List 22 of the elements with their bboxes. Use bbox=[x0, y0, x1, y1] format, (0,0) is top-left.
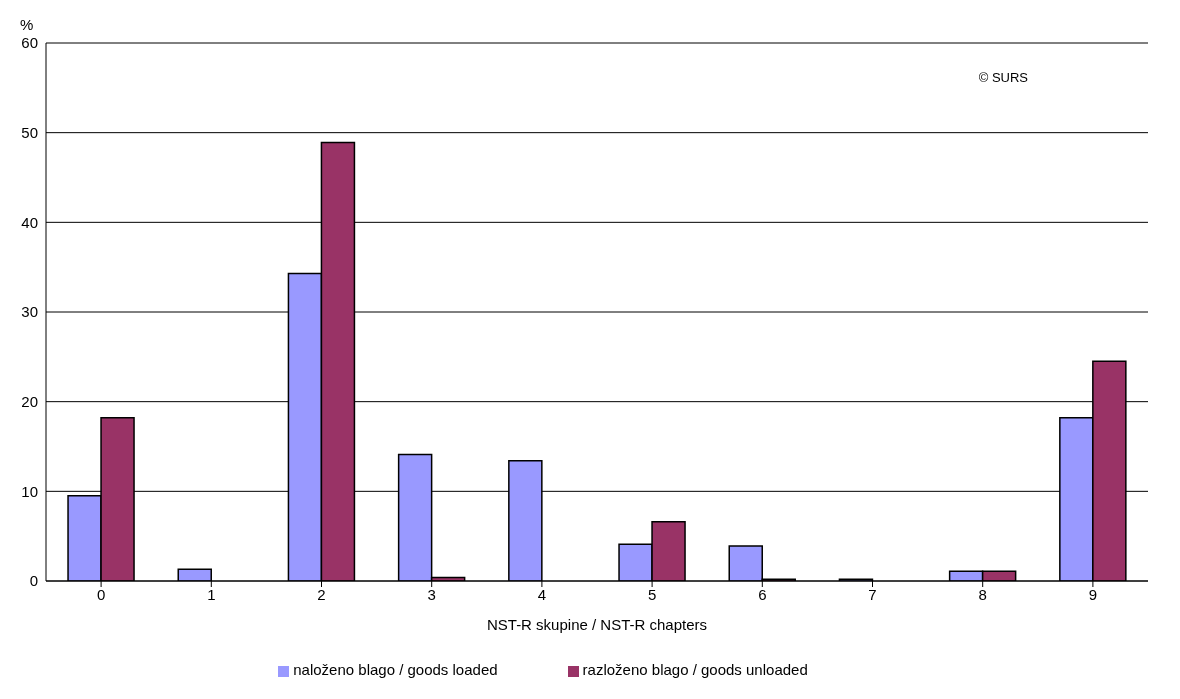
legend-label: naloženo blago / goods loaded bbox=[293, 661, 498, 678]
x-tick-label: 9 bbox=[1088, 585, 1098, 603]
y-tick-label: 20 bbox=[21, 392, 38, 410]
x-tick-label: 8 bbox=[978, 585, 987, 603]
x-tick-label: 4 bbox=[537, 585, 547, 603]
annotation: © SURS bbox=[978, 70, 1028, 85]
legend-label: razloženo blago / goods unloaded bbox=[582, 661, 808, 678]
x-tick-label: 3 bbox=[427, 585, 436, 603]
x-tick-label: 6 bbox=[758, 585, 767, 603]
y-tick-label: 60 bbox=[21, 34, 38, 52]
y-tick-label: 50 bbox=[21, 123, 38, 141]
x-axis-title: NST-R skupine / NST-R chapters bbox=[486, 615, 708, 633]
y-tick-label: 30 bbox=[21, 303, 38, 321]
x-tick-label: 7 bbox=[868, 585, 877, 603]
x-tick-label: 1 bbox=[207, 585, 216, 603]
x-tick-label: 0 bbox=[96, 585, 106, 603]
y-tick-label: 10 bbox=[21, 482, 38, 500]
x-tick-label: 2 bbox=[317, 585, 326, 603]
y-tick-label: 0 bbox=[29, 572, 38, 590]
y-axis-title: % bbox=[20, 16, 34, 33]
x-tick-label: 5 bbox=[647, 585, 657, 603]
y-tick-label: 40 bbox=[21, 213, 38, 231]
